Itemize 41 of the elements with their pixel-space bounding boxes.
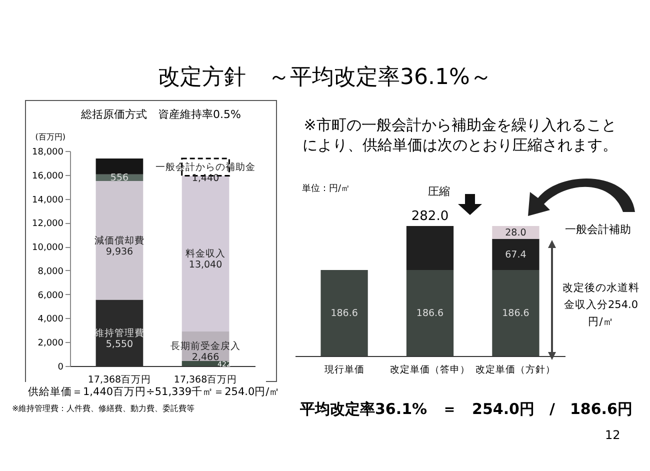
data-label: 186.6: [416, 308, 444, 319]
y-tick-label: 10,000: [32, 243, 64, 254]
data-label: 186.6: [330, 308, 358, 319]
y-tick-label: 12,000: [32, 219, 64, 230]
x-tick-label: 改定単価（方針）: [476, 364, 556, 376]
y-tick-label: 16,000: [32, 171, 64, 182]
annotation: 改定後の水道料金収入分254.0円/㎡: [562, 281, 640, 330]
x-tick-label: 17,368百万円: [174, 374, 238, 386]
text: 12: [605, 428, 620, 442]
y-tick-label: 2,000: [38, 338, 64, 349]
data-label: 556: [110, 172, 129, 184]
series-label: 長期前受金戻入: [170, 340, 241, 352]
data-label: 28.0: [505, 227, 526, 238]
text: 供給単価＝1,440百万円÷51,339千㎡＝254.0円/㎡: [28, 385, 280, 399]
text: 平均改定率36.1% ＝ 254.0円 / 186.6円: [300, 400, 632, 419]
y-axis-title: (百万円): [35, 132, 66, 142]
text: 改定方針 ～平均改定率36.1%～: [157, 64, 493, 92]
text: 単位：円/㎡: [302, 182, 350, 195]
x-tick-label: 改定単価（答申）: [390, 364, 470, 376]
annotation: 一般会計補助: [565, 222, 631, 237]
y-tick-label: 18,000: [32, 148, 64, 158]
data-label: 13,040: [188, 260, 222, 271]
series-label: 減価償却費: [94, 234, 144, 246]
text: ※市町の一般会計から補助金を繰り入れることにより、供給単価は次のとおり圧縮されます。: [302, 115, 618, 155]
y-tick-label: 8,000: [38, 266, 64, 277]
y-tick-label: 14,000: [32, 195, 64, 206]
series-label: 料金収入: [186, 248, 226, 260]
data-label: 1,440: [192, 173, 220, 184]
text: 圧縮: [428, 184, 450, 199]
x-tick-label: 現行単価: [324, 364, 364, 376]
text: ※維持管理費：人件費、修繕費、動力費、委託費等: [12, 403, 195, 414]
total-label: 282.0: [411, 209, 449, 224]
data-label: 186.6: [502, 308, 530, 319]
y-tick-label: 6,000: [38, 290, 64, 301]
data-label: 2,466: [192, 352, 220, 364]
x-tick-label: 17,368百万円: [88, 374, 152, 386]
data-label: 9,936: [106, 246, 134, 258]
y-tick-label: 0: [58, 362, 64, 372]
data-label: 67.4: [505, 249, 526, 260]
y-tick-label: 4,000: [38, 314, 64, 325]
data-label: 5,550: [106, 338, 134, 350]
